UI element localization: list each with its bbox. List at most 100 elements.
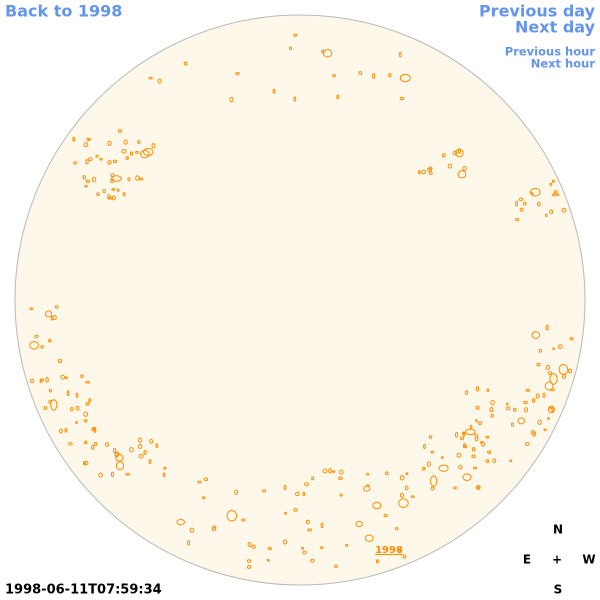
contour — [66, 390, 70, 396]
contour — [117, 129, 122, 133]
contour — [129, 151, 134, 156]
contour — [372, 501, 382, 510]
year-link[interactable]: 1998 — [375, 545, 403, 556]
contour — [338, 476, 343, 481]
contour — [430, 486, 435, 491]
contour — [127, 177, 131, 182]
contour — [283, 484, 287, 491]
contour — [523, 407, 529, 413]
contour — [83, 440, 88, 445]
contour — [426, 461, 431, 467]
contour — [454, 432, 459, 438]
contour — [155, 443, 159, 448]
contour — [293, 96, 297, 102]
compass-center: + — [552, 553, 562, 567]
previous-day-link[interactable]: Previous day — [479, 2, 596, 21]
contour — [402, 554, 407, 559]
contour — [375, 559, 379, 564]
contour — [506, 406, 511, 411]
contour — [404, 485, 409, 491]
contour — [48, 399, 52, 404]
next-day-link[interactable]: Next day — [515, 18, 596, 37]
contour — [364, 534, 374, 542]
contour — [471, 447, 476, 452]
contour — [421, 169, 427, 175]
contour — [91, 428, 97, 432]
contour — [266, 558, 270, 562]
contour — [116, 188, 120, 192]
contour — [396, 548, 401, 552]
contour — [83, 460, 89, 466]
contour — [123, 139, 128, 145]
contour — [267, 546, 272, 551]
compass-east: E — [523, 553, 531, 567]
contour — [471, 454, 476, 459]
contour — [384, 471, 389, 476]
contour — [486, 388, 490, 393]
contour — [426, 167, 432, 172]
contour — [399, 96, 405, 101]
contour — [304, 482, 309, 487]
contour — [485, 435, 490, 439]
contour — [110, 173, 115, 178]
contour — [139, 177, 144, 181]
contour — [366, 472, 370, 476]
contour — [538, 348, 543, 353]
contour — [505, 402, 509, 406]
contour — [462, 165, 467, 172]
contour — [557, 344, 563, 350]
next-hour-link[interactable]: Next hour — [531, 57, 596, 71]
contour — [460, 436, 464, 441]
contour — [75, 420, 78, 425]
contour — [83, 411, 89, 417]
contour — [176, 518, 185, 526]
contour — [358, 70, 363, 76]
contour — [104, 442, 109, 447]
contour — [383, 513, 388, 518]
contour — [556, 193, 560, 197]
contour — [535, 393, 540, 399]
contour — [530, 430, 536, 435]
contour — [458, 464, 463, 470]
contour — [48, 388, 52, 393]
contour — [122, 192, 126, 197]
contour — [85, 380, 90, 384]
contour — [262, 489, 267, 493]
contour — [284, 511, 287, 515]
contour — [50, 315, 54, 321]
magnetic-contours — [29, 33, 574, 569]
contour — [545, 324, 549, 331]
contour — [59, 428, 63, 434]
contour — [456, 452, 462, 458]
contour — [519, 207, 524, 212]
contour — [398, 498, 409, 509]
contour — [294, 491, 300, 497]
contour — [395, 527, 399, 531]
contour — [282, 539, 288, 545]
contour — [93, 442, 98, 446]
contour — [72, 136, 76, 142]
contour — [421, 466, 426, 471]
contour — [475, 419, 478, 423]
contour — [201, 496, 206, 500]
contour — [547, 405, 555, 414]
contour — [45, 377, 49, 383]
contour — [552, 347, 555, 351]
contour — [80, 374, 84, 379]
contour — [492, 458, 497, 464]
contour — [135, 150, 139, 154]
contour — [518, 197, 524, 202]
contour — [514, 217, 520, 222]
back-link[interactable]: Back to 1998 — [5, 2, 122, 21]
contour — [305, 519, 310, 525]
contour — [567, 368, 573, 374]
contour — [423, 443, 426, 450]
contour — [112, 447, 117, 454]
compass-north: N — [553, 523, 563, 537]
contour — [551, 179, 555, 183]
contour — [246, 564, 252, 569]
previous-hour-link[interactable]: Previous hour — [505, 45, 596, 59]
contour — [149, 438, 154, 444]
